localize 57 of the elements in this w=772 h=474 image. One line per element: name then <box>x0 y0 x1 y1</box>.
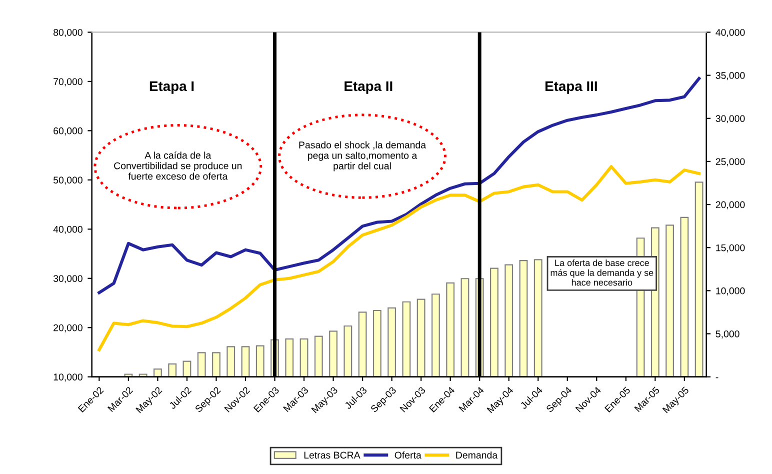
annotation: Pasado el shock ,la demanda pega un salto,momento a partir del cual <box>299 141 426 172</box>
y2-tick-label: 35,000 <box>716 72 745 80</box>
bar <box>490 268 498 377</box>
bar <box>388 307 396 377</box>
bar <box>138 374 148 377</box>
bar <box>344 325 352 377</box>
bar <box>226 346 236 377</box>
annotation: Etapa III <box>545 81 597 94</box>
bar <box>416 298 426 377</box>
bar <box>197 352 206 377</box>
annotation: A la caída de la Convertibilidad se produce un fuerte exceso de oferta <box>114 152 242 180</box>
bar <box>446 282 455 377</box>
legend-label: Oferta <box>394 451 422 459</box>
bar <box>300 338 308 377</box>
bar <box>519 260 528 377</box>
bar <box>241 346 250 377</box>
bar <box>329 330 338 377</box>
y2-tick-label: 25,000 <box>716 158 745 166</box>
y-tick-label: 80,000 <box>54 28 82 37</box>
bar <box>153 368 162 377</box>
bar <box>124 374 133 377</box>
legend-label: Letras BCRA <box>304 452 360 459</box>
y-tick-label: 70,000 <box>54 78 82 86</box>
y-tick-label: 20,000 <box>54 324 82 332</box>
y-tick-label: 50,000 <box>53 176 82 185</box>
line-series <box>98 76 701 294</box>
y2-tick-label: 10,000 <box>716 287 745 296</box>
y2-tick-label: - <box>716 377 718 378</box>
annotation: Etapa II <box>344 81 392 94</box>
y-tick-label: 40,000 <box>53 226 82 234</box>
bar <box>314 336 323 377</box>
bar <box>182 360 192 377</box>
bar <box>372 310 382 377</box>
y2-tick-label: 20,000 <box>716 201 745 210</box>
legend-label: Demanda <box>456 451 498 459</box>
bar <box>256 345 264 377</box>
y2-tick-label: 15,000 <box>716 244 745 252</box>
annotation: La oferta de base crece más que la demanda y se hace necesario <box>550 259 654 286</box>
y-tick-label: 30,000 <box>53 275 82 284</box>
bar <box>285 338 294 377</box>
bar <box>504 264 514 377</box>
y-tick-label: 60,000 <box>54 127 82 136</box>
bar <box>460 278 470 377</box>
y-tick-label: 10,000 <box>54 374 82 382</box>
bar <box>431 294 440 377</box>
bar <box>402 301 411 377</box>
bar <box>358 312 367 377</box>
bar <box>168 363 177 377</box>
bar <box>666 224 674 377</box>
bar <box>680 216 689 377</box>
y2-tick-label: 40,000 <box>716 28 745 37</box>
bar <box>694 182 704 377</box>
annotation: Etapa I <box>150 81 194 94</box>
bar <box>212 352 220 377</box>
y2-tick-label: 5,000 <box>716 330 740 339</box>
bar <box>534 259 542 377</box>
y2-tick-label: 30,000 <box>716 115 745 124</box>
